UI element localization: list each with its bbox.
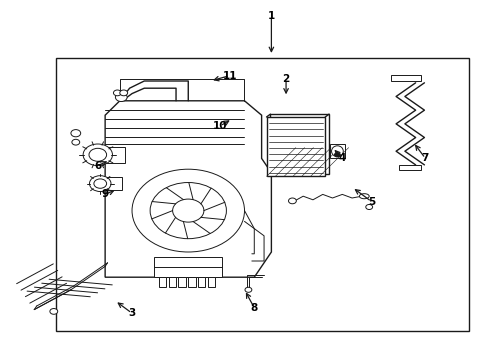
Ellipse shape bbox=[334, 153, 340, 157]
Text: 3: 3 bbox=[128, 308, 135, 318]
Text: 11: 11 bbox=[222, 71, 237, 81]
Bar bbox=[105, 177, 122, 190]
Bar bbox=[154, 257, 222, 277]
Bar bbox=[270, 114, 328, 174]
Ellipse shape bbox=[89, 176, 111, 192]
Bar bbox=[159, 277, 166, 287]
Ellipse shape bbox=[115, 93, 127, 102]
Bar bbox=[105, 147, 124, 163]
Ellipse shape bbox=[132, 169, 244, 252]
Polygon shape bbox=[105, 101, 271, 277]
Text: 7: 7 bbox=[421, 153, 428, 163]
Ellipse shape bbox=[359, 194, 368, 199]
Ellipse shape bbox=[72, 139, 80, 145]
Bar bbox=[207, 277, 215, 287]
Bar bbox=[398, 165, 420, 170]
Bar bbox=[168, 277, 176, 287]
Ellipse shape bbox=[244, 287, 251, 292]
Bar bbox=[188, 277, 195, 287]
Text: 6: 6 bbox=[94, 161, 101, 171]
Ellipse shape bbox=[288, 198, 296, 204]
Text: 5: 5 bbox=[367, 197, 374, 207]
Text: 4: 4 bbox=[338, 153, 346, 163]
Text: 10: 10 bbox=[212, 121, 227, 131]
Bar bbox=[178, 277, 185, 287]
Ellipse shape bbox=[150, 183, 226, 239]
Ellipse shape bbox=[94, 179, 106, 188]
Text: 9: 9 bbox=[102, 189, 108, 199]
Ellipse shape bbox=[113, 90, 121, 96]
Text: 8: 8 bbox=[250, 303, 257, 313]
Text: 2: 2 bbox=[282, 74, 289, 84]
Ellipse shape bbox=[172, 199, 203, 222]
Text: 1: 1 bbox=[267, 11, 274, 21]
Bar bbox=[198, 277, 205, 287]
Ellipse shape bbox=[83, 144, 112, 166]
Ellipse shape bbox=[120, 90, 127, 96]
Bar bbox=[329, 144, 344, 158]
Ellipse shape bbox=[89, 148, 106, 161]
Ellipse shape bbox=[365, 204, 372, 210]
Ellipse shape bbox=[331, 146, 343, 157]
Bar bbox=[266, 117, 325, 176]
Bar bbox=[56, 58, 468, 331]
Ellipse shape bbox=[71, 130, 81, 137]
Bar bbox=[390, 75, 420, 81]
Ellipse shape bbox=[50, 309, 58, 314]
